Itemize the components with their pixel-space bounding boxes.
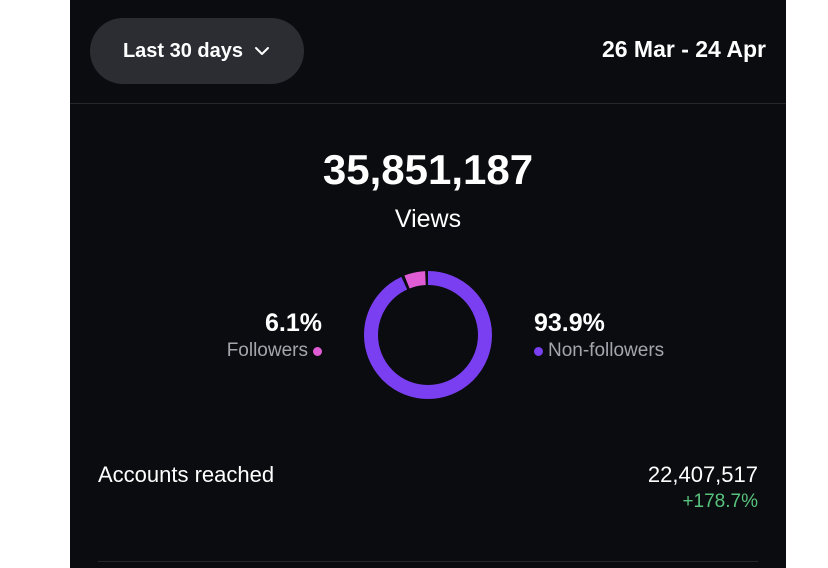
non-followers-legend: Non-followers xyxy=(534,338,664,364)
chevron-down-icon xyxy=(255,47,270,55)
followers-stat: 6.1% Followers xyxy=(227,308,322,364)
followers-label: Followers xyxy=(226,340,308,361)
accounts-reached-change: +178.7% xyxy=(682,491,758,512)
non-followers-percent: 93.9% xyxy=(534,309,605,337)
followers-legend: Followers xyxy=(227,338,322,364)
date-range-dropdown[interactable]: Last 30 days xyxy=(90,18,304,84)
donut-segment-non-followers xyxy=(364,271,492,399)
non-followers-color-dot xyxy=(534,346,543,356)
followers-color-dot xyxy=(313,346,322,356)
views-total: 35,851,187 xyxy=(322,146,534,193)
accounts-reached-label: Accounts reached xyxy=(98,462,275,487)
divider xyxy=(98,561,758,562)
date-range-dropdown-label: Last 30 days xyxy=(122,39,244,62)
insights-screen: Last 30 days 26 Mar - 24 Apr 35,851,187 … xyxy=(70,0,786,568)
views-donut-chart xyxy=(364,271,492,399)
non-followers-stat: 93.9% Non-followers xyxy=(534,308,664,364)
date-range-text: 26 Mar - 24 Apr xyxy=(601,36,766,62)
header: Last 30 days 26 Mar - 24 Apr xyxy=(70,0,786,104)
non-followers-label: Non-followers xyxy=(548,340,665,361)
accounts-reached-value: 22,407,517 xyxy=(647,462,758,487)
followers-percent: 6.1% xyxy=(265,309,322,337)
views-label: Views xyxy=(394,205,462,233)
